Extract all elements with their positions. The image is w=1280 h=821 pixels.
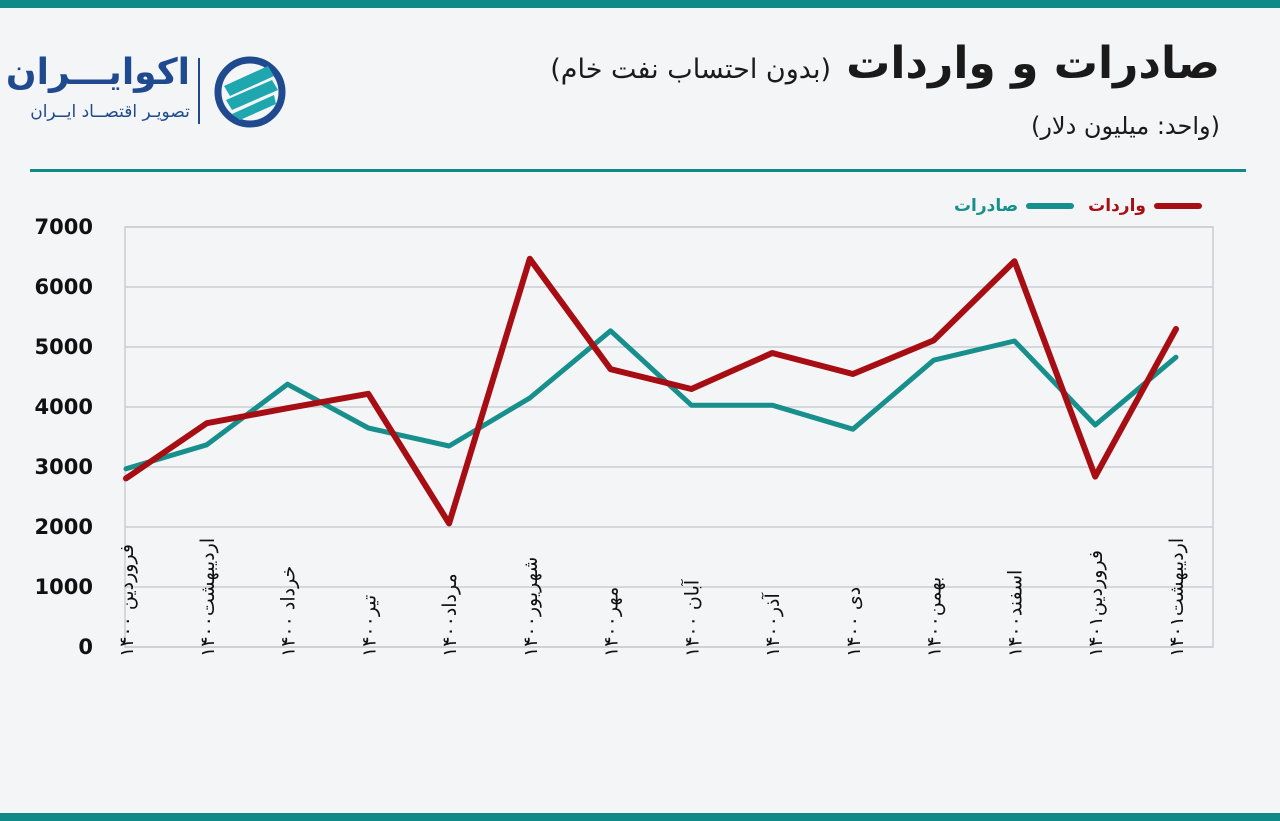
y-tick-label: 1000 [35, 575, 93, 599]
x-tick-label: اردیبهشت۱۴۰۰ [197, 538, 219, 657]
y-tick-label: 3000 [35, 455, 93, 479]
logo-tagline: تصویـر اقتصــاد ایــران [30, 102, 190, 122]
imports-line [123, 255, 1179, 527]
legend: واردات صادرات [940, 196, 1202, 216]
title-main: صادرات و واردات [846, 38, 1220, 89]
x-tick-label: مهر۱۴۰۰ [601, 587, 623, 657]
logo-mark-icon [214, 56, 286, 128]
x-tick-label: آبان ۱۴۰۰ [679, 579, 703, 657]
x-tick-label: مرداد۱۴۰۰ [439, 573, 461, 657]
unit-label: (واحد: میلیون دلار) [1030, 112, 1220, 140]
legend-item-imports: واردات [1088, 196, 1202, 216]
legend-label-exports: صادرات [953, 196, 1019, 216]
y-tick-label: 4000 [35, 395, 93, 419]
x-tick-label: شهریور۱۴۰۰ [520, 557, 542, 657]
x-tick-label: دی ۱۴۰۰ [843, 587, 865, 657]
legend-swatch-imports [1154, 203, 1202, 209]
x-tick-label: آذر۱۴۰۰ [760, 593, 784, 657]
title-subtitle: (بدون احتساب نفت خام) [550, 54, 832, 85]
legend-swatch-exports [1026, 203, 1075, 209]
y-tick-label: 5000 [35, 335, 93, 359]
header-divider [30, 169, 1246, 172]
y-tick-label: 2000 [35, 515, 93, 539]
x-tick-label: اسفند۱۴۰۰ [1004, 570, 1026, 657]
y-tick-label: 0 [78, 635, 93, 659]
x-tick-label: بهمن۱۴۰۰ [924, 577, 946, 657]
y-tick-label: 7000 [35, 215, 93, 239]
x-tick-label: فروردین۱۴۰۱ [1085, 550, 1107, 657]
legend-label-imports: واردات [1088, 196, 1146, 216]
x-tick-label: خرداد ۱۴۰۰ [278, 566, 300, 657]
top-accent-bar [0, 0, 1280, 8]
chart-title: صادرات و واردات (بدون احتساب نفت خام) [550, 38, 1220, 89]
x-tick-label: تیر۱۴۰۰ [358, 595, 380, 657]
y-tick-label: 6000 [35, 275, 93, 299]
x-tick-label: اردیبهشت۱۴۰۱ [1166, 538, 1188, 657]
legend-item-exports: صادرات [953, 196, 1075, 216]
exports-line [123, 328, 1179, 472]
x-tick-label: فروردین ۱۴۰۰ [116, 544, 138, 657]
logo-name: اکوایـــران [5, 52, 190, 93]
logo-separator [198, 58, 200, 124]
logo: اکوایـــران تصویـر اقتصــاد ایــران [5, 52, 290, 132]
bottom-accent-bar [0, 813, 1280, 821]
